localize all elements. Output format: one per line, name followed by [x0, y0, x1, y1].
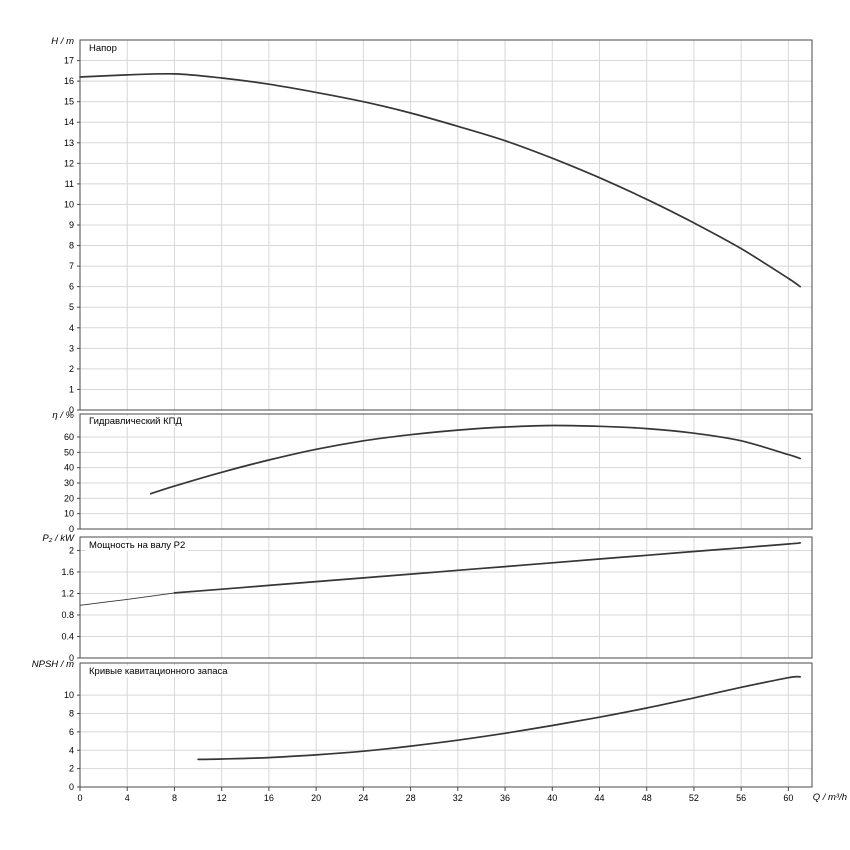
y-tick-label: 10 [64, 199, 74, 209]
x-tick-label: 52 [689, 793, 699, 803]
y-tick-label: 2 [69, 364, 74, 374]
panel-title-power: Мощность на валу P2 [86, 540, 189, 551]
y-tick-label: 2 [69, 545, 74, 555]
x-tick-label: 28 [406, 793, 416, 803]
y-axis-label-head: H / m [51, 36, 74, 47]
y-axis-label-power: P₂ / kW [42, 533, 74, 544]
y-axis-label-npsh: NPSH / m [31, 659, 74, 670]
x-tick-label: 56 [736, 793, 746, 803]
x-tick-label: 24 [358, 793, 368, 803]
x-tick-label: 40 [547, 793, 557, 803]
y-tick-label: 2 [69, 764, 74, 774]
y-tick-label: 60 [64, 432, 74, 442]
x-tick-label: 48 [642, 793, 652, 803]
y-tick-label: 13 [64, 138, 74, 148]
panel-title-efficiency: Гидравлический КПД [86, 416, 185, 427]
x-tick-label: 60 [783, 793, 793, 803]
panel-power-border [79, 536, 813, 659]
panel-title-npsh: Кривые кавитационного запаса [86, 666, 231, 677]
y-tick-label: 3 [69, 343, 74, 353]
y-tick-label: 20 [64, 493, 74, 503]
x-tick-label: 8 [172, 793, 177, 803]
y-tick-label: 4 [69, 745, 74, 755]
y-tick-label: 7 [69, 261, 74, 271]
panel-efficiency-border [79, 413, 813, 530]
y-tick-label: 1 [69, 384, 74, 394]
y-tick-label: 1.2 [61, 588, 74, 598]
y-tick-label: 0 [69, 405, 74, 415]
y-axis-label-efficiency: η / % [52, 410, 74, 421]
panel-power-grid [80, 537, 812, 658]
y-tick-label: 9 [69, 220, 74, 230]
y-tick-label: 1.6 [61, 567, 74, 577]
y-tick-label: 15 [64, 97, 74, 107]
y-tick-label: 11 [65, 179, 74, 189]
p2-low-flow-curve [79, 592, 175, 606]
efficiency-curve [149, 424, 802, 495]
y-tick-label: 0 [69, 524, 74, 534]
x-tick-label: 12 [217, 793, 227, 803]
x-tick-label: 16 [264, 793, 274, 803]
y-tick-label: 0.4 [61, 631, 74, 641]
y-tick-label: 6 [69, 282, 74, 292]
x-axis: 0 4 8 12 16 20 24 28 32 36 40 44 48 52 56 60 [77, 787, 793, 803]
y-tick-label: 5 [69, 302, 74, 312]
panel-npsh-grid [80, 663, 812, 787]
y-tick-label: 0 [69, 653, 74, 663]
panel-efficiency-grid [80, 414, 812, 529]
y-tick-label: 30 [64, 478, 74, 488]
y-tick-label: 8 [69, 241, 74, 251]
y-tick-label: 0 [69, 782, 74, 792]
panel-power: 0 0.4 0.8 1.2 1.6 2 [61, 536, 813, 663]
x-tick-label: 44 [594, 793, 604, 803]
y-tick-label: 14 [64, 117, 74, 127]
panel-title-head: Напор [86, 43, 120, 54]
panel-head-grid [80, 40, 812, 410]
y-tick-label: 50 [64, 447, 74, 457]
panel-npsh-border [79, 662, 813, 788]
x-tick-label: 20 [311, 793, 321, 803]
y-tick-label: 0.8 [61, 610, 74, 620]
y-tick-label: 4 [69, 323, 74, 333]
y-tick-label: 8 [69, 709, 74, 719]
x-tick-label: 36 [500, 793, 510, 803]
p2-curve [173, 542, 802, 594]
head-curve [79, 72, 802, 288]
y-tick-label: 40 [64, 463, 74, 473]
y-tick-label: 10 [64, 509, 74, 519]
panel-efficiency: 0 10 20 30 40 50 60 [64, 413, 813, 534]
y-tick-label: 17 [64, 56, 74, 66]
panel-npsh: 0 2 4 6 8 10 [64, 662, 813, 792]
x-axis-label: Q / m³/h [812, 792, 847, 803]
y-tick-label: 12 [64, 158, 74, 168]
y-tick-label: 6 [69, 727, 74, 737]
npsh-curve [197, 675, 802, 761]
y-tick-label: 10 [64, 690, 74, 700]
x-tick-label: 32 [453, 793, 463, 803]
x-tick-label: 4 [125, 793, 130, 803]
y-tick-label: 16 [64, 76, 74, 86]
x-tick-label: 0 [77, 793, 82, 803]
